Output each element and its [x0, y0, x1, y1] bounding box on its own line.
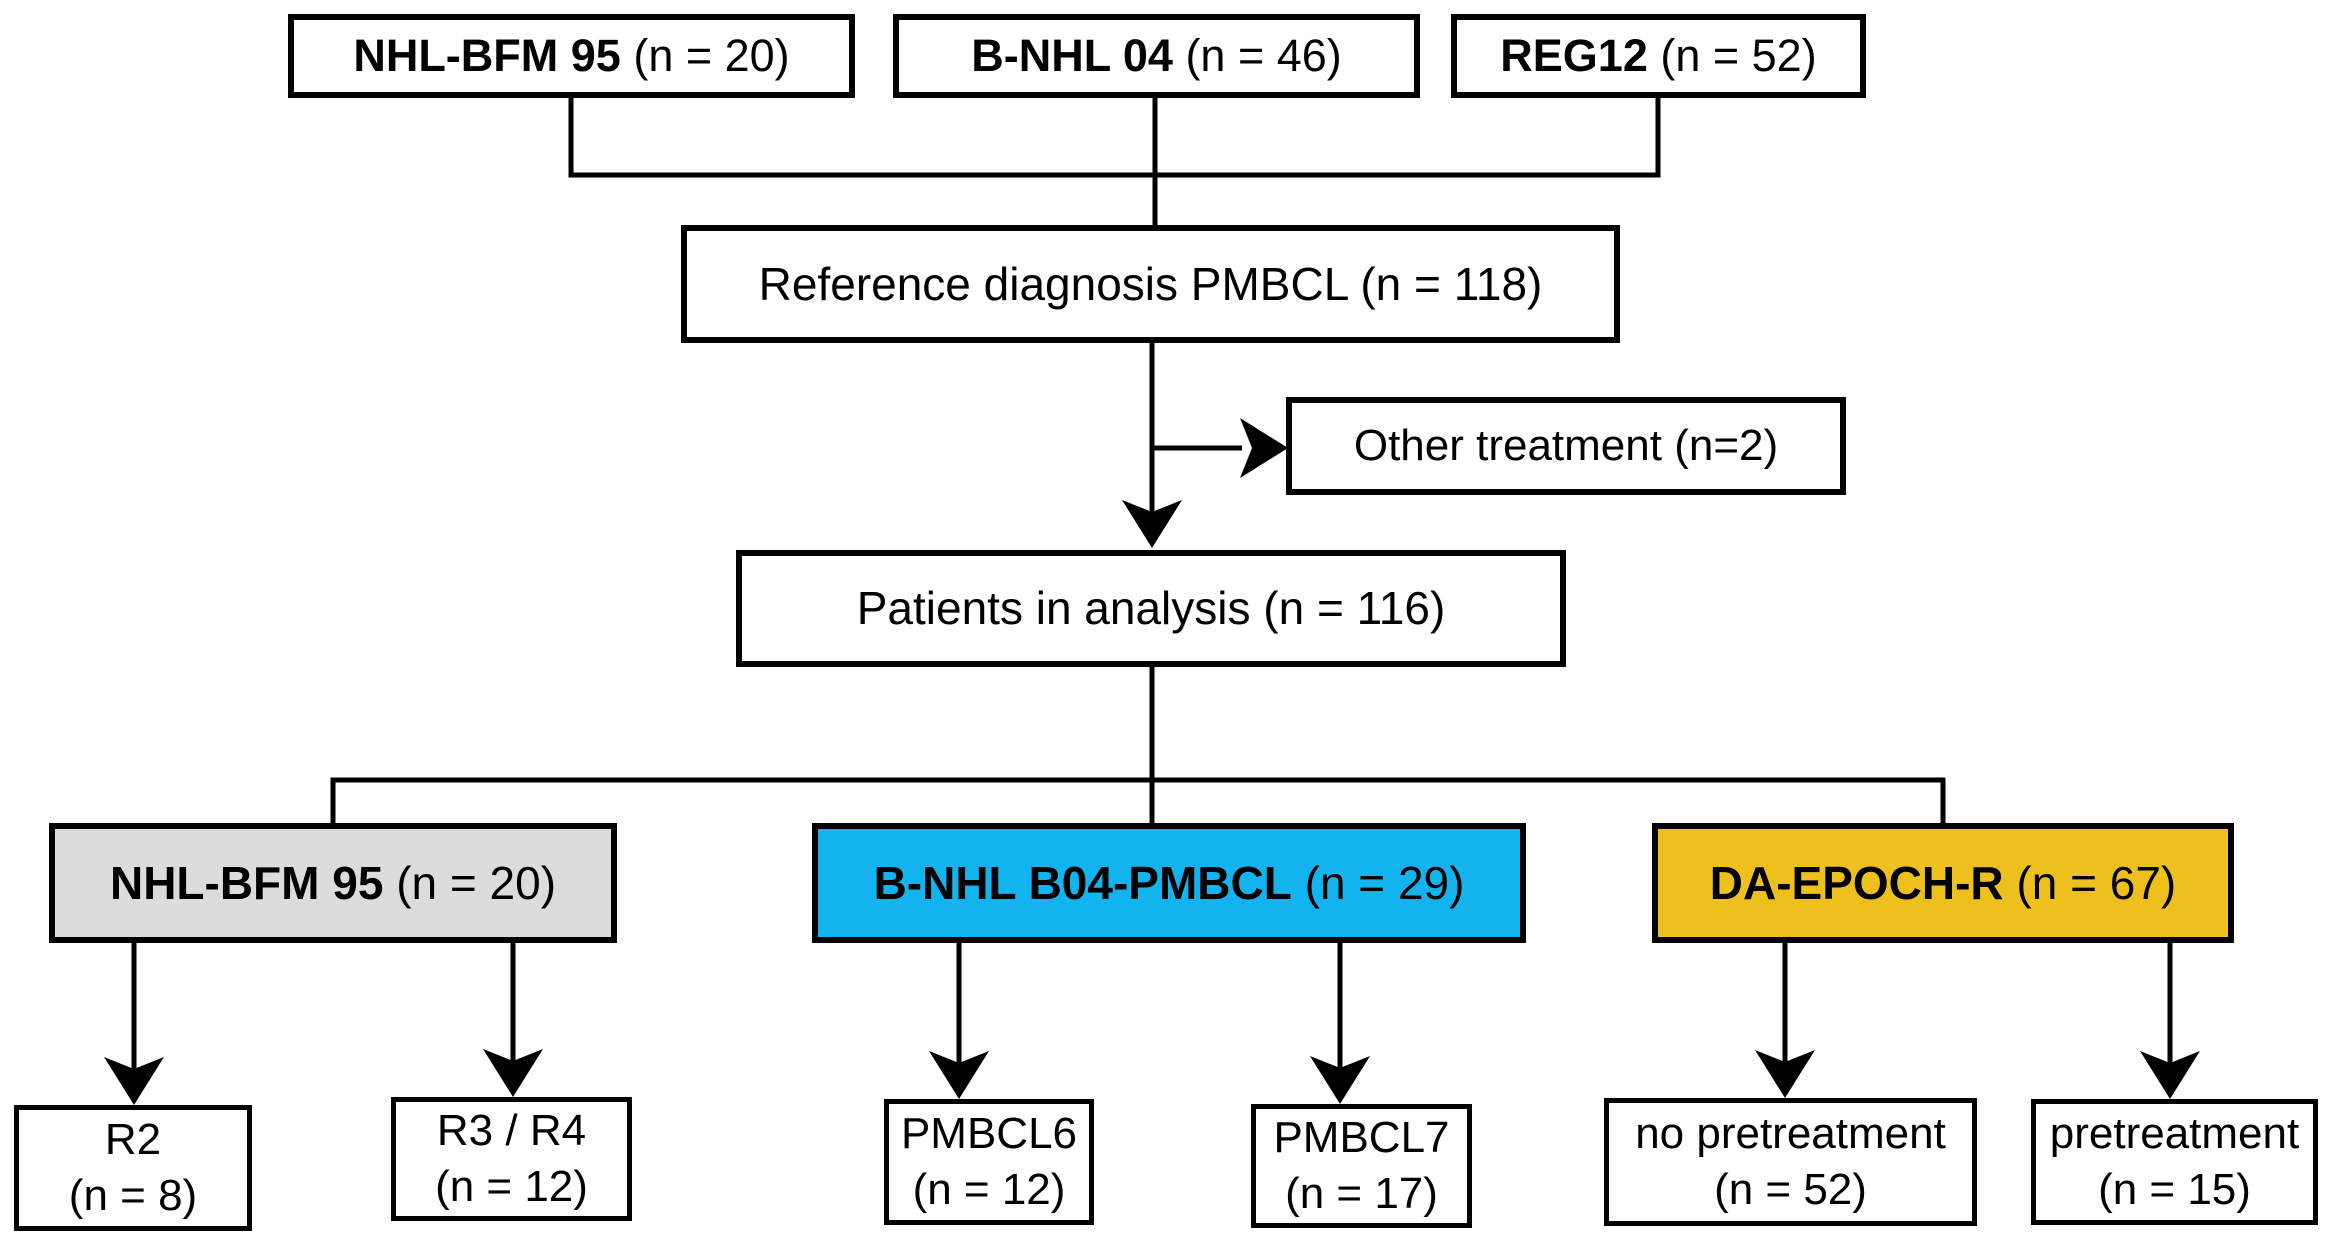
box-count: (n = 12) [912, 1165, 1066, 1214]
box-label-count: (n = 29) [1291, 856, 1465, 909]
box-label: no pretreatment [1635, 1109, 1946, 1159]
box-count: (n = 12) [435, 1162, 588, 1211]
connector-arms [330, 664, 1946, 826]
box-other-treatment: Other treatment (n=2) [1286, 397, 1846, 495]
arrow-to-r2-icon [104, 941, 164, 1105]
box-label-bold: B-NHL B04-PMBCL [873, 856, 1292, 909]
box-r3-r4: R3 / R4 (n = 12) [391, 1097, 632, 1221]
box-nhl-bfm-95-source: NHL-BFM 95 (n = 20) [288, 14, 855, 98]
arrow-to-pmbcl7-icon [1310, 941, 1370, 1104]
box-count: (n = 52) [1714, 1165, 1867, 1214]
box-pmbcl7: PMBCL7 (n = 17) [1251, 1104, 1472, 1228]
box-no-pretreatment: no pretreatment (n = 52) [1604, 1098, 1977, 1226]
box-label-bold: DA-EPOCH-R [1709, 856, 2004, 909]
arrow-to-other-treatment-icon [1240, 418, 1288, 478]
box-label: R2 [104, 1115, 162, 1165]
box-nhl-bfm-95-arm: NHL-BFM 95 (n = 20) [49, 823, 617, 943]
box-label-bold: REG12 [1500, 29, 1648, 81]
box-b-nhl-b04-pmbcl-arm: B-NHL B04-PMBCL (n = 29) [812, 823, 1526, 943]
connector-top-sources [568, 95, 1661, 228]
box-b-nhl-04-source: B-NHL 04 (n = 46) [893, 14, 1420, 98]
arrow-to-patients-icon [1122, 500, 1182, 548]
box-reg12-source: REG12 (n = 52) [1451, 14, 1866, 98]
arrow-to-r3-r4-icon [483, 941, 543, 1097]
box-label: PMBCL6 [900, 1109, 1078, 1159]
box-pretreatment: pretreatment (n = 15) [2031, 1099, 2318, 1225]
box-patients-in-analysis: Patients in analysis (n = 116) [736, 550, 1566, 667]
box-count: (n = 8) [68, 1171, 198, 1220]
box-label: Patients in analysis (n = 116) [856, 582, 1446, 635]
box-label-count: (n = 20) [620, 29, 790, 81]
box-label: Reference diagnosis PMBCL (n = 118) [758, 257, 1543, 310]
box-label-bold: NHL-BFM 95 [353, 29, 621, 81]
arrow-to-pmbcl6-icon [929, 941, 989, 1099]
box-pmbcl6: PMBCL6 (n = 12) [884, 1099, 1094, 1225]
box-label-count: (n = 46) [1172, 29, 1342, 81]
box-label: PMBCL7 [1273, 1113, 1450, 1163]
box-count: (n = 17) [1285, 1169, 1438, 1218]
box-da-epoch-r-arm: DA-EPOCH-R (n = 67) [1652, 823, 2234, 943]
box-label: Other treatment (n=2) [1353, 421, 1779, 471]
box-label: pretreatment [2049, 1109, 2300, 1159]
box-label: R3 / R4 [436, 1106, 587, 1156]
box-label-count: (n = 52) [1647, 29, 1817, 81]
box-label-bold: B-NHL 04 [971, 29, 1173, 81]
box-label-count: (n = 67) [2003, 856, 2177, 909]
box-r2: R2 (n = 8) [14, 1105, 252, 1231]
box-reference-diagnosis: Reference diagnosis PMBCL (n = 118) [681, 225, 1620, 343]
arrow-to-pretreatment-icon [2140, 941, 2200, 1099]
arrow-to-no-pretreatment-icon [1755, 941, 1815, 1098]
connector-trunk-middle [1149, 340, 1242, 514]
box-count: (n = 15) [2098, 1165, 2251, 1214]
box-label-bold: NHL-BFM 95 [109, 856, 384, 909]
box-label-count: (n = 20) [383, 856, 557, 909]
